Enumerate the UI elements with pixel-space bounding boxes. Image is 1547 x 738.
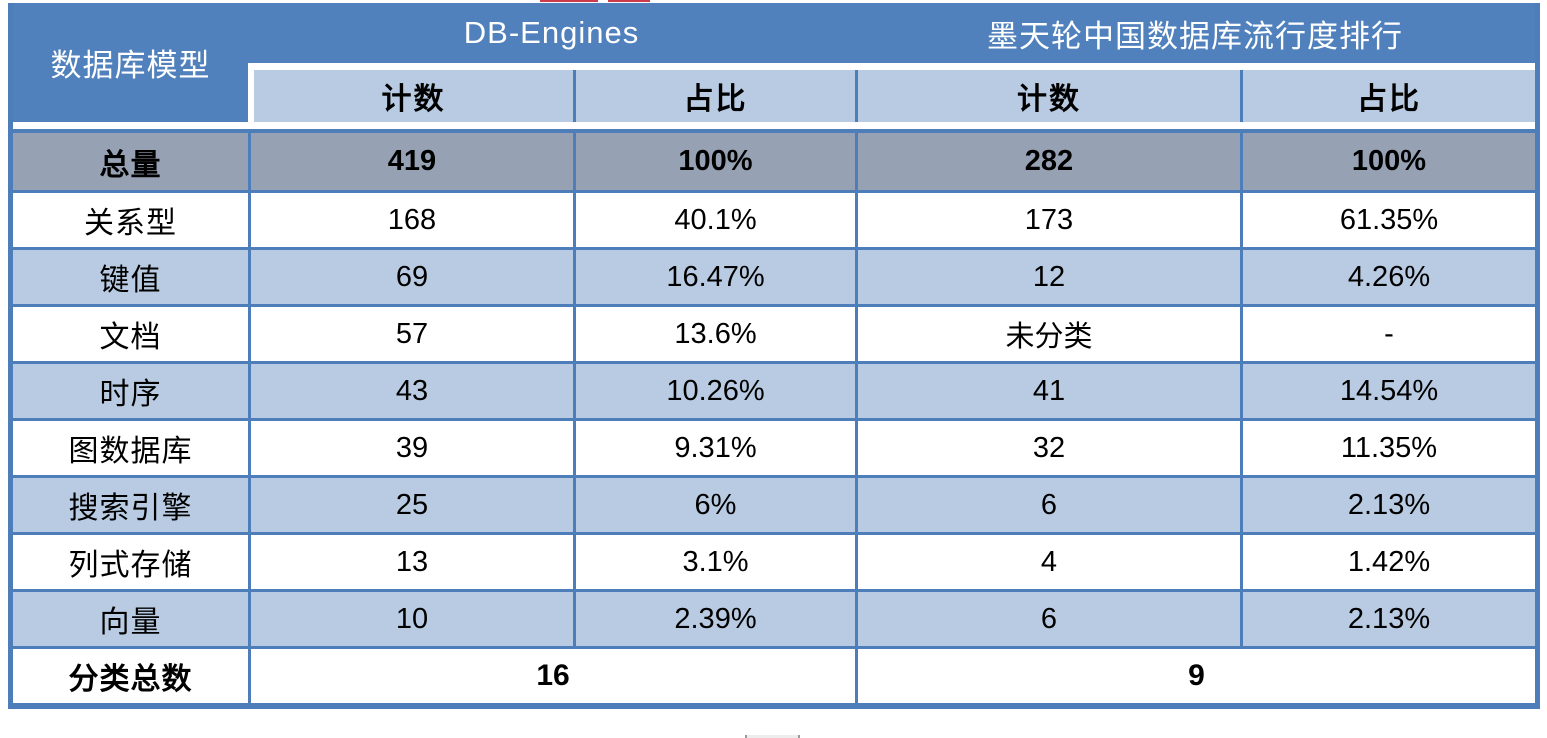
- value-cell: 未分类: [855, 304, 1240, 361]
- red-crop-artifact: [608, 0, 650, 2]
- footer-row-label: 分类总数: [13, 646, 248, 703]
- value-cell: 168: [248, 190, 573, 247]
- value-cell: 6: [855, 589, 1240, 646]
- value-cell: 6%: [573, 475, 855, 532]
- value-cell: 25: [248, 475, 573, 532]
- value-cell: 173: [855, 190, 1240, 247]
- value-cell: 4.26%: [1240, 247, 1535, 304]
- total-value-cell: 100%: [1240, 133, 1535, 190]
- value-cell: 13.6%: [573, 304, 855, 361]
- scrollbar-fragment: [745, 735, 800, 738]
- total-value-cell: 100%: [573, 133, 855, 190]
- total-value-cell: 282: [855, 133, 1240, 190]
- data-grid: 总量 419 100% 282 100% 关系型 168 40.1% 173 61.35% 键值 69…: [13, 133, 1535, 703]
- total-row-label: 总量: [13, 133, 248, 190]
- subheader-count-db-engines: 计数: [248, 70, 573, 122]
- value-cell: 41: [855, 361, 1240, 418]
- value-cell: 61.35%: [1240, 190, 1535, 247]
- value-cell: 4: [855, 532, 1240, 589]
- row-label-cell: 列式存储: [13, 532, 248, 589]
- value-cell: 10: [248, 589, 573, 646]
- value-cell: 2.13%: [1240, 475, 1535, 532]
- value-cell: -: [1240, 304, 1535, 361]
- header-separator-gap: [13, 122, 1535, 129]
- value-cell: 69: [248, 247, 573, 304]
- value-cell: 16.47%: [573, 247, 855, 304]
- subheader-share-motianlun: 占比: [1240, 70, 1535, 122]
- table-header: DB-Engines 墨天轮中国数据库流行度排行 计数 占比 计数 占比 数据库…: [13, 3, 1535, 122]
- footer-value-cell: 9: [855, 646, 1535, 703]
- comparison-table: DB-Engines 墨天轮中国数据库流行度排行 计数 占比 计数 占比 数据库…: [8, 3, 1540, 709]
- value-cell: 40.1%: [573, 190, 855, 247]
- red-crop-artifact: [540, 0, 598, 2]
- row-label-cell: 向量: [13, 589, 248, 646]
- value-cell: 57: [248, 304, 573, 361]
- value-cell: 3.1%: [573, 532, 855, 589]
- row-label-cell: 搜索引擎: [13, 475, 248, 532]
- value-cell: 12: [855, 247, 1240, 304]
- value-cell: 13: [248, 532, 573, 589]
- header-gap: [13, 63, 1535, 70]
- value-cell: 10.26%: [573, 361, 855, 418]
- header-group-motianlun: 墨天轮中国数据库流行度排行: [855, 3, 1535, 63]
- header-model-corner: [13, 3, 248, 63]
- value-cell: 11.35%: [1240, 418, 1535, 475]
- header-group-row: DB-Engines 墨天轮中国数据库流行度排行: [13, 3, 1535, 63]
- header-separator-border: [13, 129, 1535, 133]
- value-cell: 2.13%: [1240, 589, 1535, 646]
- row-label-cell: 关系型: [13, 190, 248, 247]
- value-cell: 2.39%: [573, 589, 855, 646]
- total-value-cell: 419: [248, 133, 573, 190]
- value-cell: 9.31%: [573, 418, 855, 475]
- row-label-cell: 图数据库: [13, 418, 248, 475]
- header-model-cell: 数据库模型: [50, 48, 211, 83]
- subheader-count-motianlun: 计数: [855, 70, 1240, 122]
- value-cell: 6: [855, 475, 1240, 532]
- header-group-db-engines: DB-Engines: [248, 3, 855, 63]
- row-label-cell: 文档: [13, 304, 248, 361]
- row-label-cell: 时序: [13, 361, 248, 418]
- subheader-share-db-engines: 占比: [573, 70, 855, 122]
- value-cell: 14.54%: [1240, 361, 1535, 418]
- value-cell: 39: [248, 418, 573, 475]
- value-cell: 1.42%: [1240, 532, 1535, 589]
- value-cell: 43: [248, 361, 573, 418]
- footer-value-cell: 16: [248, 646, 855, 703]
- subheader-row: 计数 占比 计数 占比: [13, 70, 1535, 122]
- row-label-cell: 键值: [13, 247, 248, 304]
- value-cell: 32: [855, 418, 1240, 475]
